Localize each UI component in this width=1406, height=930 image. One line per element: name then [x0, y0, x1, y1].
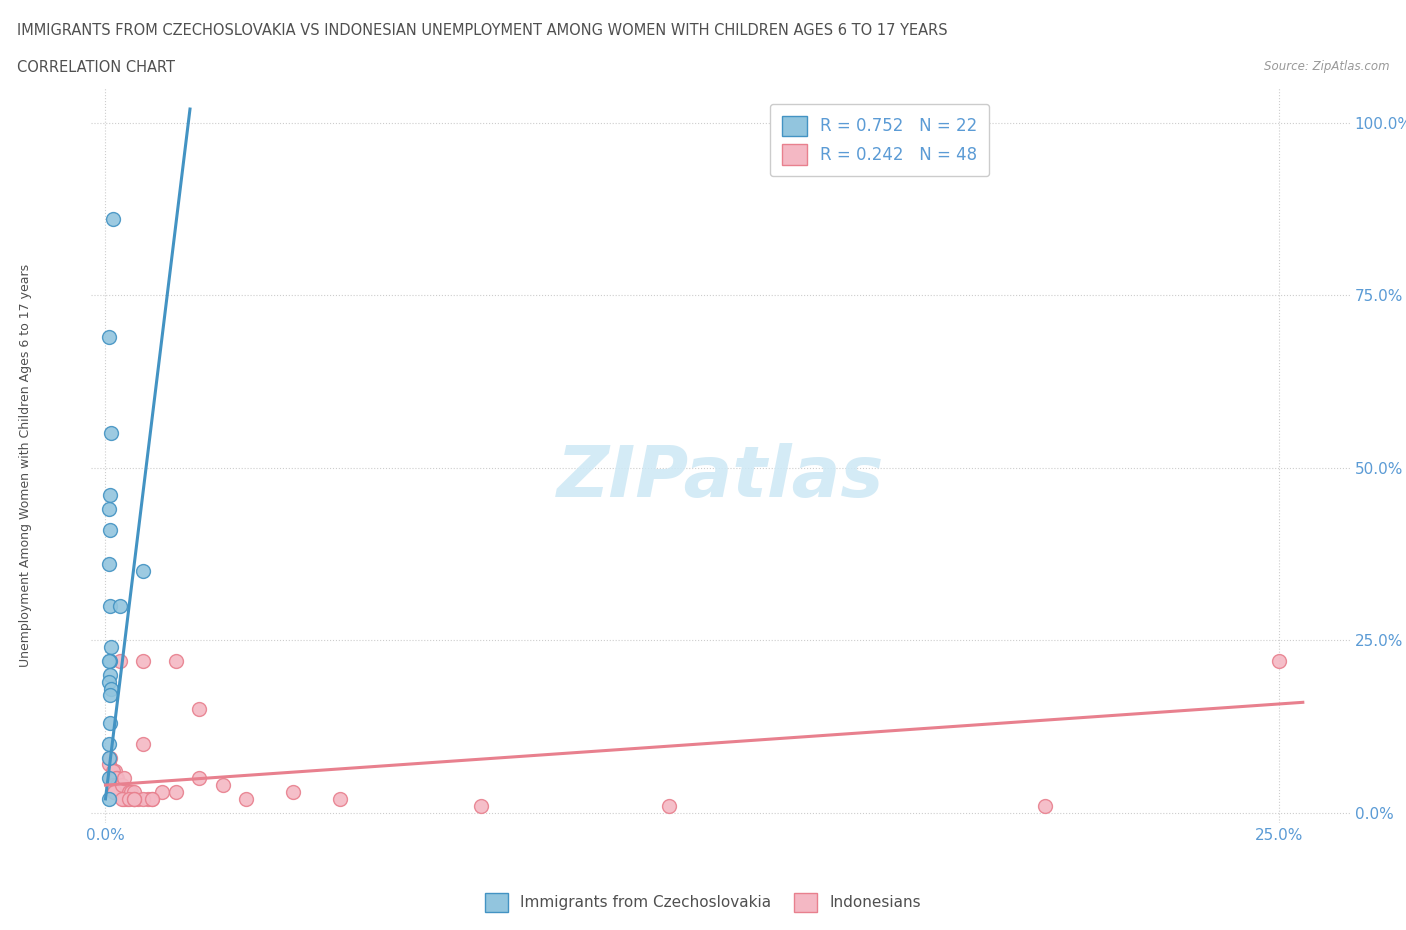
- Point: [165, 654, 187, 669]
- Point: [104, 777, 127, 792]
- Point: [104, 771, 127, 786]
- Point: [108, 654, 131, 669]
- Point: [118, 785, 141, 800]
- Point: [120, 785, 142, 800]
- Point: [104, 764, 127, 778]
- Text: IMMIGRANTS FROM CZECHOSLOVAKIA VS INDONESIAN UNEMPLOYMENT AMONG WOMEN WITH CHILD: IMMIGRANTS FROM CZECHOSLOVAKIA VS INDONE…: [17, 23, 948, 38]
- Point: [122, 791, 145, 806]
- Point: [103, 785, 125, 800]
- Legend: Immigrants from Czechoslovakia, Indonesians: Immigrants from Czechoslovakia, Indonesi…: [479, 887, 927, 918]
- Point: [105, 777, 128, 792]
- Point: [132, 737, 155, 751]
- Point: [150, 785, 173, 800]
- Point: [132, 654, 155, 669]
- Point: [122, 791, 145, 806]
- Point: [122, 785, 145, 800]
- Point: [101, 777, 124, 792]
- Point: [118, 791, 141, 806]
- Point: [104, 785, 127, 800]
- Point: [235, 791, 257, 806]
- Point: [100, 426, 122, 441]
- Point: [98, 557, 121, 572]
- Point: [98, 757, 121, 772]
- Point: [100, 640, 122, 655]
- Point: [98, 791, 121, 806]
- Point: [1268, 654, 1291, 669]
- Point: [103, 785, 125, 800]
- Point: [111, 791, 134, 806]
- Point: [111, 777, 134, 792]
- Point: [112, 791, 135, 806]
- Point: [105, 771, 128, 786]
- Point: [108, 785, 131, 800]
- Point: [98, 654, 121, 669]
- Point: [101, 212, 124, 227]
- Point: [101, 764, 124, 778]
- Point: [658, 798, 681, 813]
- Point: [108, 777, 131, 792]
- Text: CORRELATION CHART: CORRELATION CHART: [17, 60, 174, 75]
- Point: [132, 791, 155, 806]
- Point: [108, 598, 131, 613]
- Point: [329, 791, 352, 806]
- Point: [98, 668, 121, 683]
- Point: [112, 771, 135, 786]
- Point: [122, 791, 145, 806]
- Point: [188, 702, 211, 717]
- Point: [115, 791, 138, 806]
- Point: [98, 488, 121, 503]
- Point: [98, 501, 121, 516]
- Point: [98, 523, 121, 538]
- Text: Unemployment Among Women with Children Ages 6 to 17 years: Unemployment Among Women with Children A…: [18, 263, 32, 667]
- Point: [100, 681, 122, 696]
- Point: [470, 798, 492, 813]
- Point: [188, 771, 211, 786]
- Point: [98, 751, 121, 765]
- Point: [136, 791, 159, 806]
- Point: [100, 771, 122, 786]
- Point: [141, 791, 163, 806]
- Point: [98, 654, 121, 669]
- Point: [98, 737, 121, 751]
- Point: [98, 329, 121, 344]
- Text: ZIPatlas: ZIPatlas: [557, 444, 884, 512]
- Point: [1033, 798, 1056, 813]
- Point: [98, 598, 121, 613]
- Point: [165, 785, 187, 800]
- Point: [98, 751, 121, 765]
- Point: [132, 564, 155, 578]
- Point: [283, 785, 305, 800]
- Point: [98, 715, 121, 730]
- Point: [98, 674, 121, 689]
- Text: Source: ZipAtlas.com: Source: ZipAtlas.com: [1264, 60, 1389, 73]
- Point: [212, 777, 235, 792]
- Point: [98, 688, 121, 703]
- Legend: R = 0.752   N = 22, R = 0.242   N = 48: R = 0.752 N = 22, R = 0.242 N = 48: [770, 104, 988, 177]
- Point: [127, 791, 149, 806]
- Point: [98, 771, 121, 786]
- Point: [141, 791, 163, 806]
